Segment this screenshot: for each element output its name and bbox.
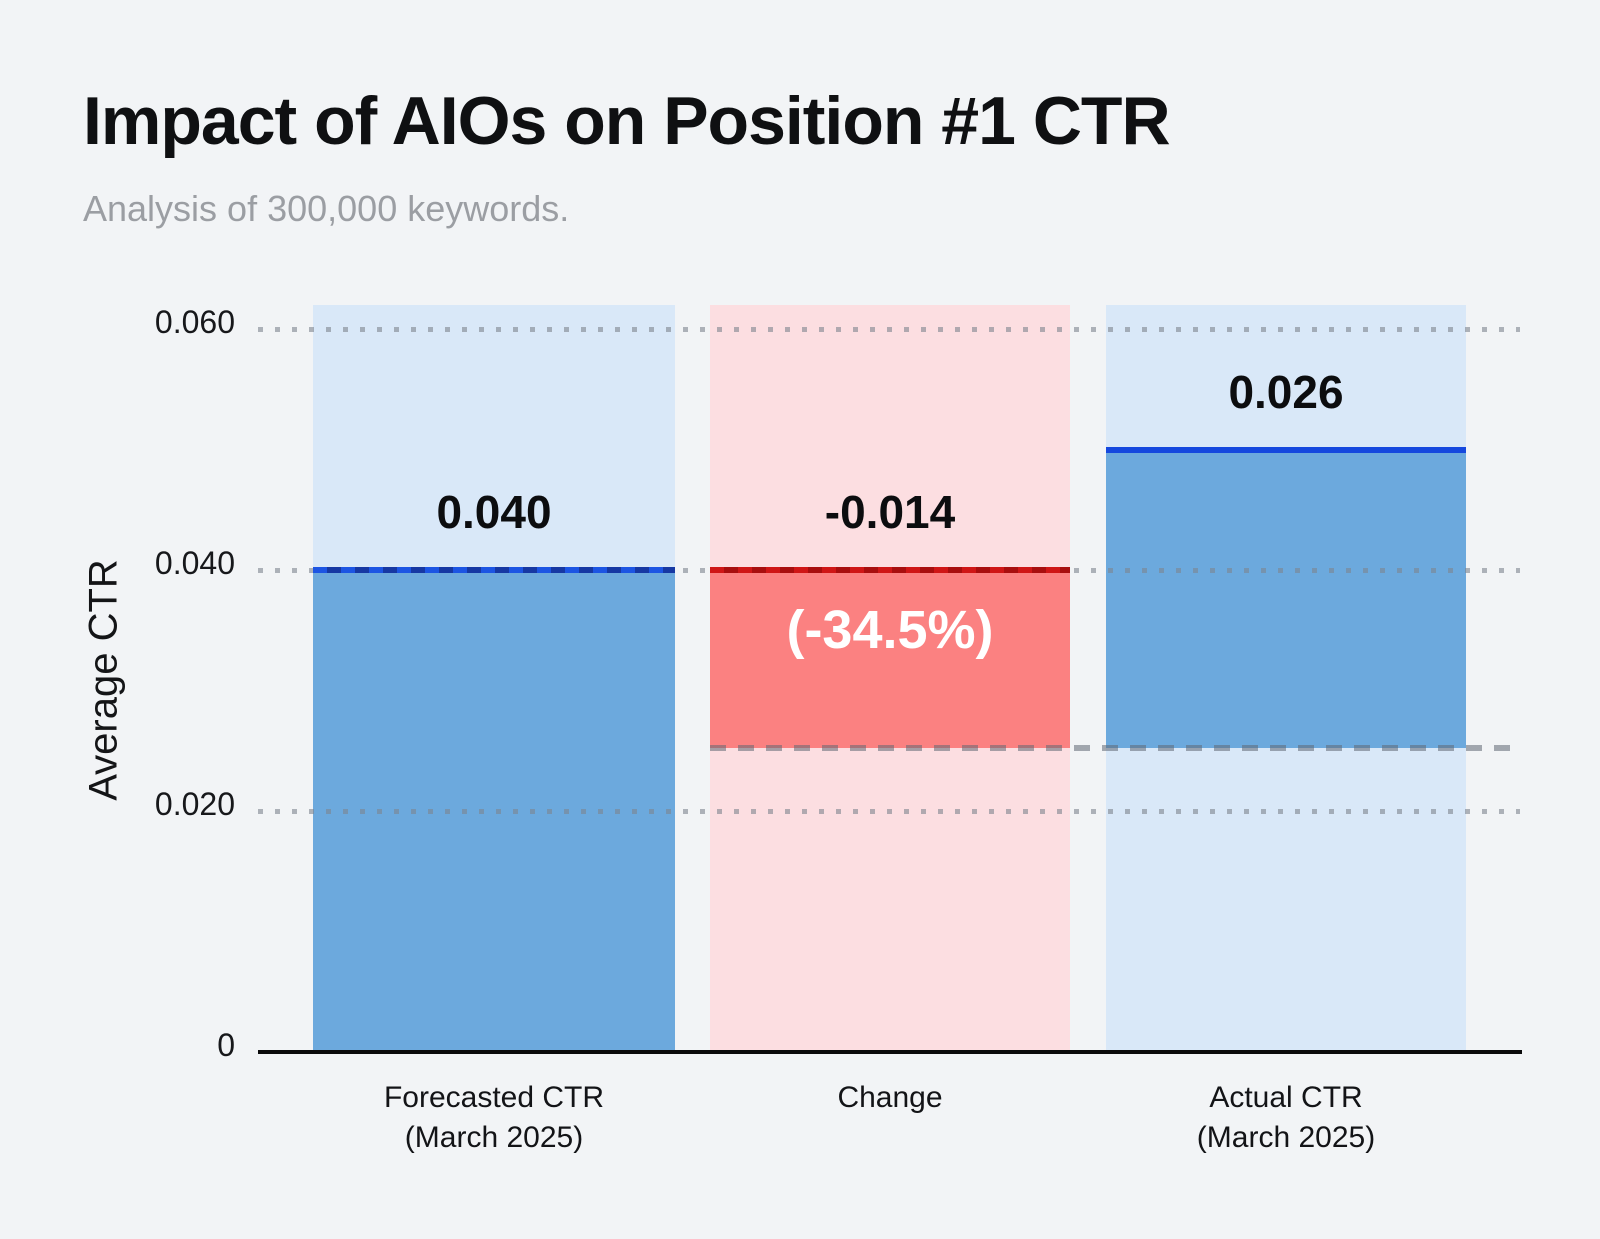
x-label-line: Change xyxy=(837,1081,943,1114)
x-label-actual: Actual CTR (March 2025) xyxy=(1106,1078,1466,1158)
y-tick-0060: 0.060 xyxy=(154,304,235,340)
value-label-actual: 0.026 xyxy=(1228,365,1344,418)
gridline xyxy=(258,809,1520,814)
change-percent-label: (-34.5%) xyxy=(786,600,994,660)
x-label-line: (March 2025) xyxy=(1196,1121,1376,1154)
x-label-line: (March 2025) xyxy=(404,1121,584,1154)
bar-actual-ctr xyxy=(1106,449,1466,749)
x-label-change: Change xyxy=(710,1078,1070,1118)
bar-top-line-forecasted xyxy=(313,567,675,573)
gridline xyxy=(258,327,1520,332)
y-tick-0: 0 xyxy=(217,1027,235,1063)
bar-top-line-change xyxy=(710,567,1070,573)
x-label-line: Forecasted CTR xyxy=(383,1081,605,1114)
y-axis-title: Average CTR xyxy=(81,559,126,801)
x-label-line: Actual CTR xyxy=(1209,1081,1363,1114)
chart-subtitle: Analysis of 300,000 keywords. xyxy=(83,188,570,229)
y-tick-0040: 0.040 xyxy=(154,545,235,581)
bar-top-line-actual xyxy=(1106,446,1466,453)
value-label-change: -0.014 xyxy=(824,486,956,538)
x-label-forecasted: Forecasted CTR (March 2025) xyxy=(313,1078,675,1158)
x-axis-line xyxy=(258,1050,1522,1054)
chart-title: Impact of AIOs on Position #1 CTR xyxy=(83,83,1171,159)
value-label-forecasted: 0.040 xyxy=(436,486,552,538)
reference-dashed-line xyxy=(710,745,1517,752)
bar-change xyxy=(710,570,1070,749)
y-tick-0020: 0.020 xyxy=(154,786,235,822)
